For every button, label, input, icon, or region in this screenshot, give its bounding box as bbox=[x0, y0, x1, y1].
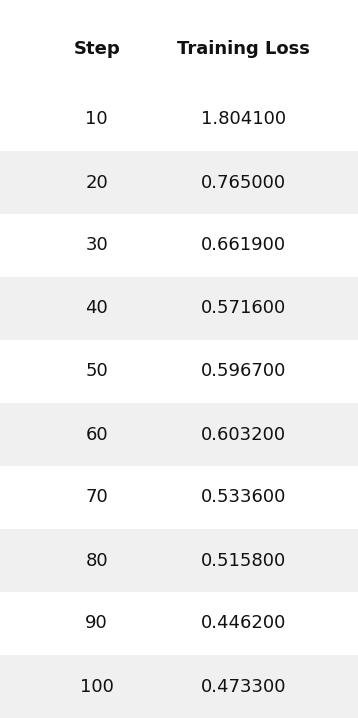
Text: 60: 60 bbox=[85, 426, 108, 444]
Text: 70: 70 bbox=[85, 488, 108, 506]
Text: 0.603200: 0.603200 bbox=[201, 426, 286, 444]
Text: 0.533600: 0.533600 bbox=[201, 488, 286, 506]
Text: 0.473300: 0.473300 bbox=[201, 678, 286, 696]
Text: Step: Step bbox=[73, 40, 120, 58]
Text: 80: 80 bbox=[85, 551, 108, 569]
Text: 0.596700: 0.596700 bbox=[201, 363, 286, 381]
Text: 0.571600: 0.571600 bbox=[201, 299, 286, 317]
Text: 0.765000: 0.765000 bbox=[201, 174, 286, 192]
Text: 50: 50 bbox=[85, 363, 108, 381]
Text: 0.446200: 0.446200 bbox=[201, 615, 286, 633]
Text: 90: 90 bbox=[85, 615, 108, 633]
Text: 10: 10 bbox=[85, 111, 108, 129]
Text: 40: 40 bbox=[85, 299, 108, 317]
Text: Training Loss: Training Loss bbox=[177, 40, 310, 58]
Text: 1.804100: 1.804100 bbox=[201, 111, 286, 129]
Text: 0.661900: 0.661900 bbox=[201, 236, 286, 254]
Text: 100: 100 bbox=[80, 678, 113, 696]
Text: 0.515800: 0.515800 bbox=[201, 551, 286, 569]
Text: 30: 30 bbox=[85, 236, 108, 254]
Text: 20: 20 bbox=[85, 174, 108, 192]
